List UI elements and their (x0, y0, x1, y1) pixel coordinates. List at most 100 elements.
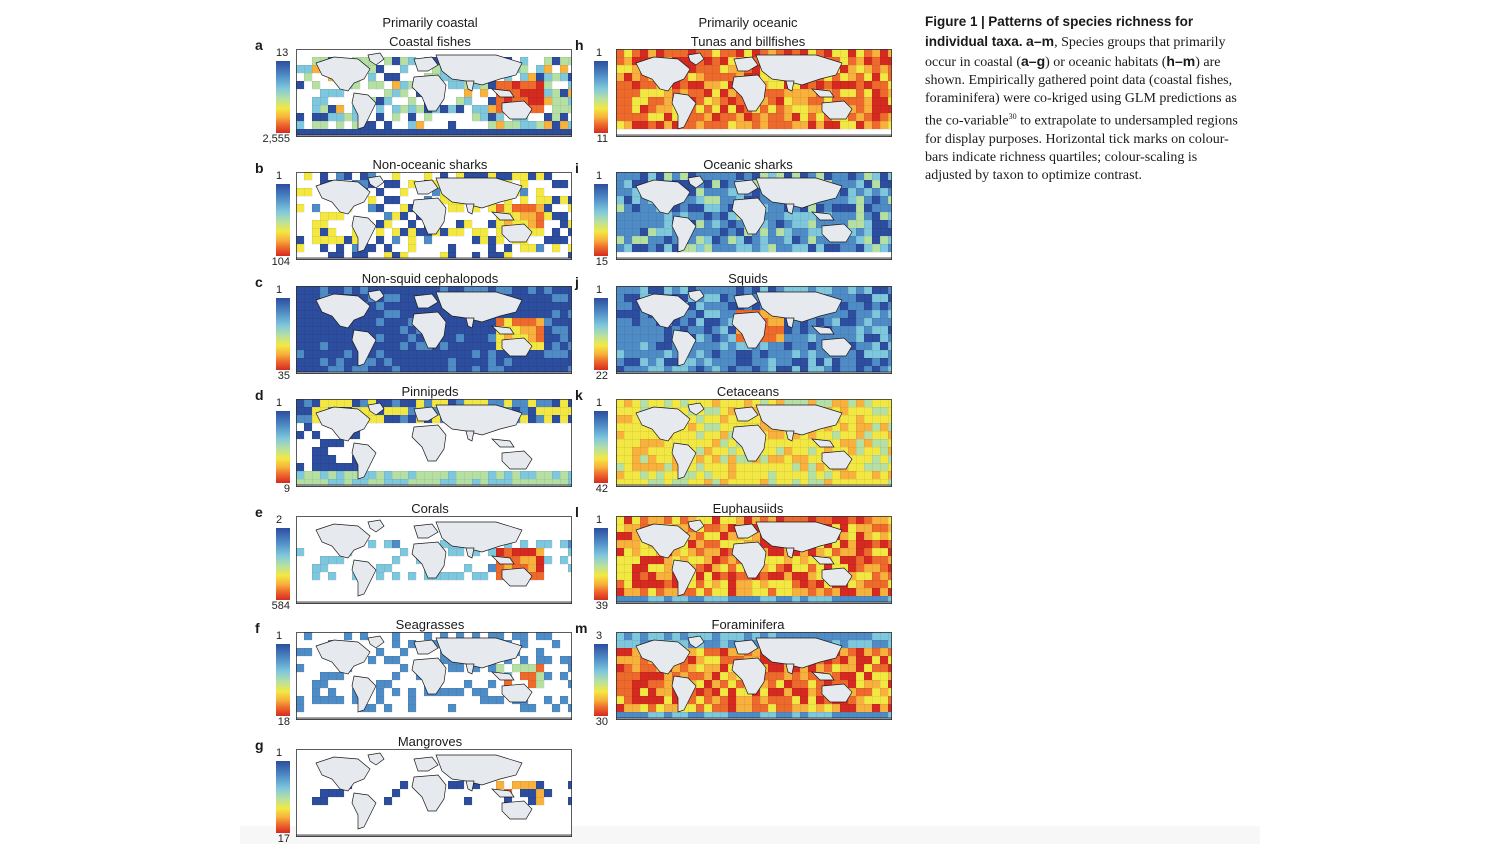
map-cell (823, 203, 833, 213)
map-cell (511, 286, 521, 295)
landmass (491, 788, 515, 798)
map-cell (631, 679, 641, 689)
map-cell (887, 333, 892, 343)
map-cell (455, 80, 465, 90)
map-cell (799, 555, 809, 565)
map-cell (807, 579, 817, 589)
map-cell (631, 547, 641, 557)
map-cell (823, 663, 833, 673)
map-cell (719, 454, 729, 464)
map-cell (711, 179, 721, 189)
map-cell (535, 333, 545, 343)
map-cell (423, 349, 433, 359)
map-cell (559, 349, 569, 359)
map-cell (407, 703, 417, 713)
map-cell (679, 430, 689, 440)
map-cell (799, 579, 809, 589)
map-cell (487, 333, 497, 343)
map-cell (647, 235, 657, 245)
map-cell (439, 687, 449, 697)
map-cell (319, 88, 329, 98)
map-cell (863, 187, 873, 197)
map-cell (719, 579, 729, 589)
map-cell (719, 406, 729, 416)
map-cell (319, 399, 329, 408)
map-cell (639, 454, 649, 464)
panel-title-l: Euphausiids (712, 501, 784, 516)
map-cell (719, 531, 729, 541)
map-cell (455, 227, 465, 237)
landmass (731, 657, 767, 695)
landmass (785, 203, 795, 215)
map-cell (631, 539, 641, 549)
map-cell (503, 399, 513, 408)
map-cell (655, 357, 665, 367)
map-cell (383, 796, 393, 806)
map-cell (847, 293, 857, 303)
map-cell (647, 571, 657, 581)
map-cell (687, 663, 697, 673)
map-cell (735, 579, 745, 589)
map-cell (695, 195, 705, 205)
map-cell (296, 399, 305, 408)
map-cell (799, 462, 809, 472)
map-cell (479, 235, 489, 245)
landmass (755, 404, 843, 436)
map-cell (463, 349, 473, 359)
map-cell (799, 88, 809, 98)
map-cell (703, 563, 713, 573)
landmass (811, 555, 835, 565)
landmass (413, 523, 439, 539)
map-cell (551, 56, 561, 66)
map-cell (863, 64, 873, 74)
map-cell (767, 341, 777, 351)
map-cell (831, 172, 841, 181)
map-cell (639, 317, 649, 327)
map-cell (719, 104, 729, 114)
map-cell (495, 695, 505, 705)
map-cell (887, 301, 892, 311)
map-cell (399, 286, 409, 295)
map-cell (767, 96, 777, 106)
map-cell (847, 211, 857, 221)
map-cell (311, 796, 321, 806)
map-cell (823, 120, 833, 130)
map-cell (711, 187, 721, 197)
map-cell (311, 341, 321, 351)
map-cell (879, 341, 889, 351)
map-cell (303, 422, 313, 432)
map-cell (735, 703, 745, 713)
map-cell (296, 80, 305, 90)
map-cell (703, 49, 713, 58)
map-frame (296, 49, 572, 137)
map-cell (727, 187, 737, 197)
map-cell (823, 399, 833, 408)
map-cell (743, 120, 753, 130)
map-cell (815, 203, 825, 213)
map-cell (535, 72, 545, 82)
map-cell (407, 96, 417, 106)
map-cell (719, 286, 729, 295)
map-cell (791, 563, 801, 573)
map-cell (527, 325, 537, 335)
map-cell (879, 227, 889, 237)
map-cell (623, 579, 633, 589)
map-cell (391, 357, 401, 367)
map-cell (535, 187, 545, 197)
map-cell (375, 571, 385, 581)
map-cell (831, 357, 841, 367)
map-cell (527, 96, 537, 106)
map-cell (447, 571, 457, 581)
map-cell (791, 454, 801, 464)
map-cell (847, 516, 857, 525)
map-cell (399, 317, 409, 327)
map-cell (887, 695, 892, 705)
map-cell (767, 679, 777, 689)
map-cell (823, 172, 833, 181)
map-cell (527, 301, 537, 311)
panel-letter-e: e (255, 504, 263, 520)
map-cell (887, 711, 892, 720)
colorbar-max-label-f: 1 (276, 630, 283, 642)
map-cell (855, 309, 865, 319)
map-cell (783, 703, 793, 713)
